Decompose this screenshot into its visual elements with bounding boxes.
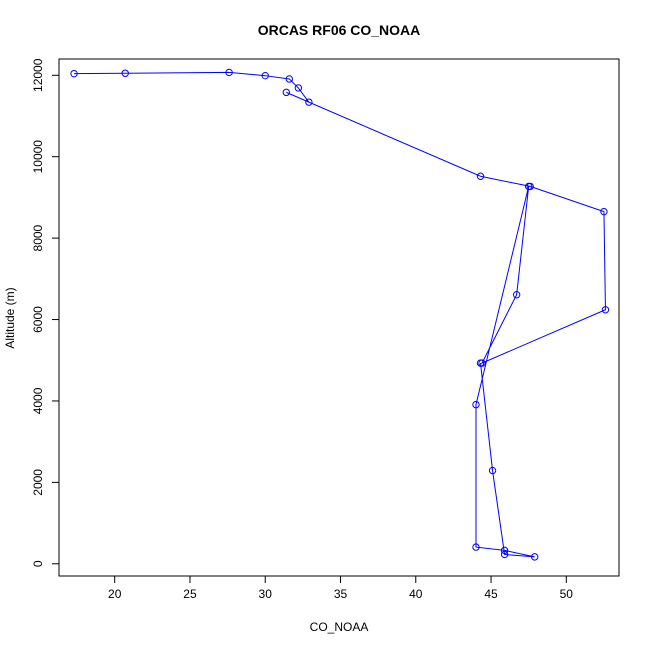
y-tick-label: 12000: [31, 58, 45, 92]
x-tick-label: 25: [183, 587, 197, 601]
data-point: [294, 84, 303, 92]
data-point: [305, 98, 313, 106]
series-points: [70, 68, 610, 561]
x-axis: 20 25 30 35 40 45 50: [108, 576, 573, 601]
y-tick-label: 6000: [31, 306, 45, 333]
chart-title: ORCAS RF06 CO_NOAA: [258, 22, 421, 38]
data-point: [261, 71, 269, 80]
data-point: [530, 553, 539, 561]
y-tick-label: 2000: [31, 469, 45, 496]
series-co-noaa: [70, 68, 610, 561]
data-point: [512, 291, 521, 299]
y-tick-label: 8000: [31, 224, 45, 251]
data-point: [225, 68, 233, 77]
data-point: [121, 69, 129, 77]
x-tick-label: 45: [484, 587, 498, 601]
data-point: [524, 182, 533, 191]
data-point: [476, 359, 485, 367]
y-tick-label: 10000: [31, 140, 45, 174]
plot-frame: [58, 58, 620, 577]
x-tick-label: 20: [108, 587, 122, 601]
y-axis-label: Altitude (m): [3, 287, 17, 348]
y-tick-label: 4000: [31, 387, 45, 414]
data-point: [600, 207, 608, 216]
data-point: [601, 306, 610, 314]
x-tick-label: 30: [259, 587, 273, 601]
data-point: [70, 69, 78, 78]
data-point: [476, 172, 485, 180]
x-tick-label: 40: [409, 587, 423, 601]
y-axis: 0 2000 4000 6000 8000 10000 12000: [31, 58, 59, 567]
y-tick-label: 0: [31, 560, 45, 567]
series-line: [74, 71, 606, 558]
data-point: [472, 400, 480, 409]
data-point: [282, 88, 291, 97]
data-point: [285, 75, 294, 83]
data-point: [472, 543, 480, 551]
data-point: [488, 466, 497, 475]
x-axis-label: CO_NOAA: [310, 620, 369, 634]
x-tick-label: 50: [560, 587, 574, 601]
data-point: [500, 550, 509, 559]
data-point: [500, 546, 509, 555]
x-tick-label: 35: [334, 587, 348, 601]
